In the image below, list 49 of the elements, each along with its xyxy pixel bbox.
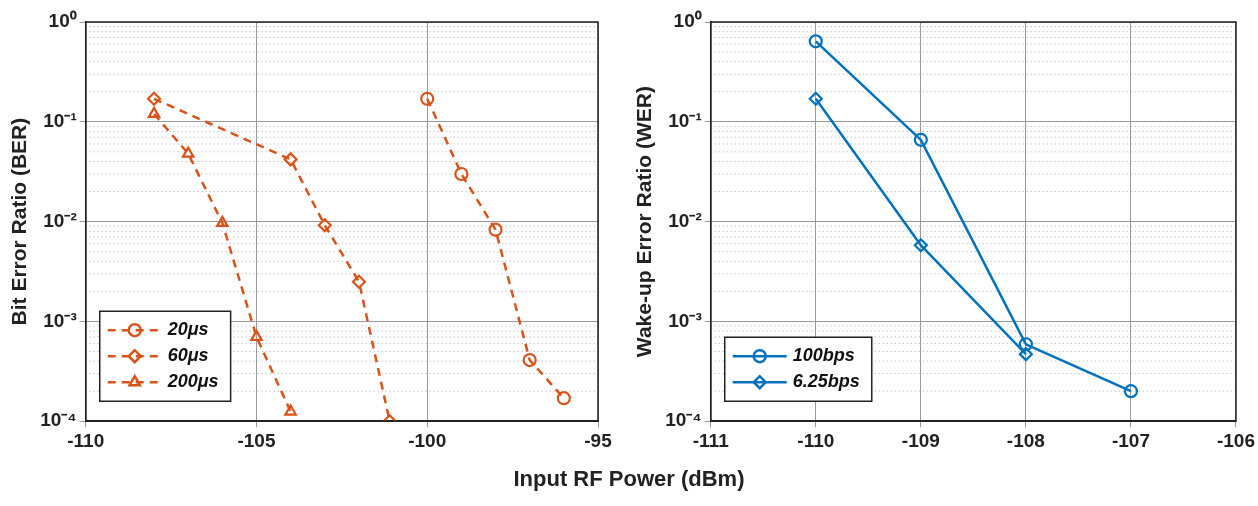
point [556, 391, 571, 406]
point [250, 329, 263, 341]
legend-label: 20μs [166, 319, 209, 340]
x-tick-label: -110 [797, 429, 835, 451]
point [181, 146, 195, 158]
x-tick-label: -109 [901, 429, 940, 451]
y-axis-title: Wake-up Error Ratio (WER) [632, 86, 656, 358]
point [808, 34, 823, 49]
y-tick-label: 10⁻³ [668, 309, 702, 331]
point [420, 91, 435, 106]
point [317, 218, 332, 233]
point [488, 222, 503, 237]
y-tick-label: 10⁻⁴ [40, 409, 77, 431]
x-tick-label: -106 [1216, 429, 1255, 451]
point [1018, 337, 1033, 352]
point [146, 91, 162, 106]
y-axis-title: Bit Error Ratio (BER) [7, 117, 31, 326]
y-tick-label: 10⁻² [43, 209, 77, 231]
point [216, 215, 229, 228]
x-tick-label: -100 [408, 429, 447, 451]
point [351, 274, 367, 289]
y-tick-label: 10⁻⁴ [665, 409, 702, 431]
legend-label: 6.25bps [792, 371, 860, 392]
point [147, 106, 161, 118]
y-tick-label: 10⁻¹ [43, 110, 77, 132]
point [808, 91, 823, 106]
point [522, 352, 537, 368]
y-tick-label: 10⁻³ [43, 309, 77, 331]
x-tick-label: -108 [1006, 429, 1045, 451]
legend-label: 60μs [167, 345, 209, 366]
point [284, 404, 297, 416]
x-tick-label: -105 [237, 429, 276, 451]
y-tick-label: 10⁰ [673, 10, 702, 32]
point [454, 166, 469, 182]
point [1018, 347, 1033, 362]
x-tick-label: -107 [1111, 429, 1150, 451]
x-axis-title: Input RF Power (dBm) [512, 466, 746, 492]
legend-label: 200μs [166, 371, 219, 392]
y-tick-label: 10⁻² [668, 209, 702, 231]
point [283, 152, 298, 167]
x-tick-label: -111 [692, 429, 730, 451]
point [913, 132, 928, 147]
point [1123, 384, 1139, 399]
point [913, 238, 928, 253]
y-tick-label: 10⁻¹ [668, 110, 702, 132]
x-tick-label: -95 [584, 429, 613, 451]
legend-label: 100bps [792, 345, 855, 366]
y-tick-label: 10⁰ [48, 10, 77, 32]
x-tick-label: -110 [67, 429, 105, 451]
